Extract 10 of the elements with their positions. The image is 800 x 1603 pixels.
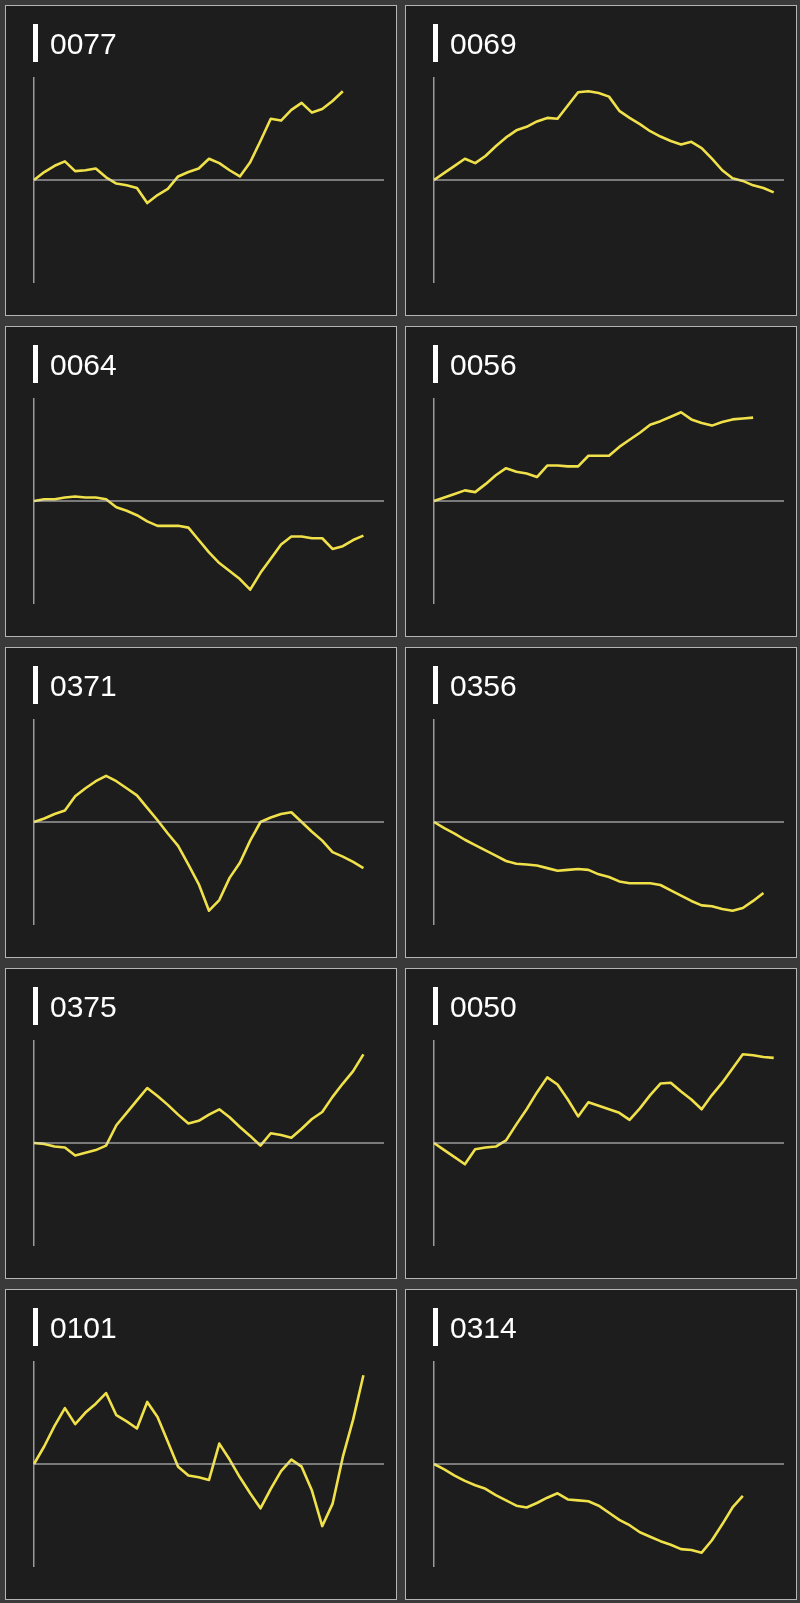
chart-title: 0056 — [450, 347, 517, 383]
chart-title: 0069 — [450, 26, 517, 62]
chart-title: 0371 — [50, 668, 117, 704]
chart-title: 0375 — [50, 989, 117, 1025]
chart-title: 0101 — [50, 1310, 117, 1346]
chart-title: 0064 — [50, 347, 117, 383]
chart-title: 0077 — [50, 26, 117, 62]
chart-title: 0050 — [450, 989, 517, 1025]
chart-title: 0356 — [450, 668, 517, 704]
chart-title: 0314 — [450, 1310, 517, 1346]
